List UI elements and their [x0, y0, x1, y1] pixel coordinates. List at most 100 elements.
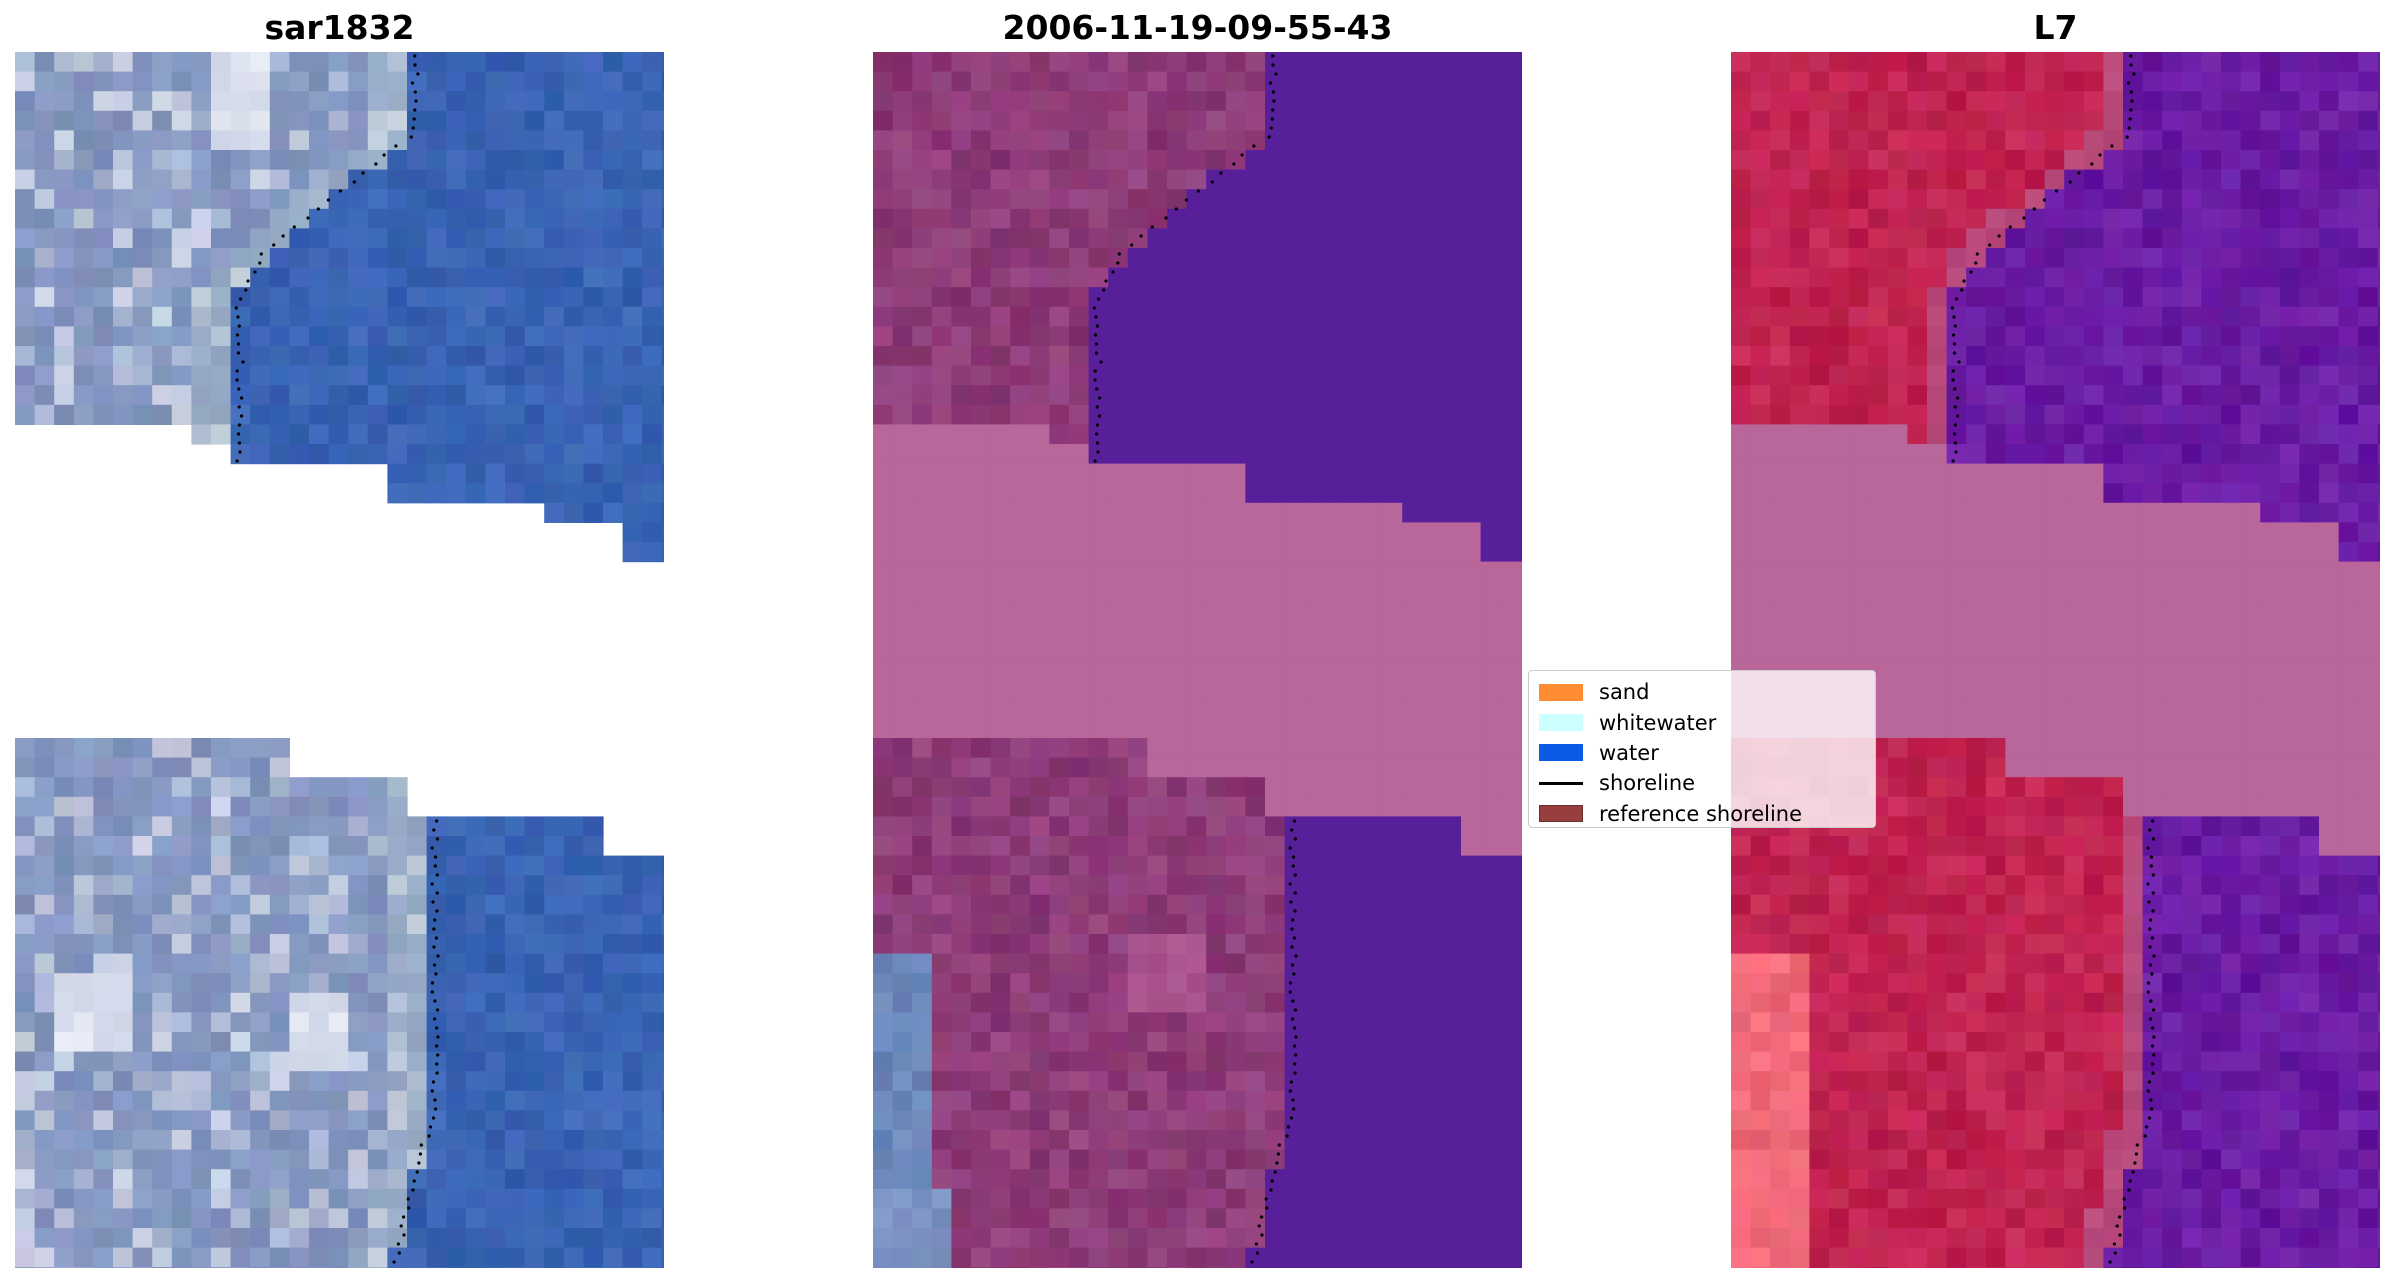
pixel: [1284, 659, 1305, 680]
shoreline-dot: [1271, 54, 1275, 58]
pixel: [2260, 620, 2281, 641]
pixel: [1304, 1247, 1325, 1268]
pixel: [2240, 189, 2261, 210]
pixel: [2319, 581, 2340, 602]
pixel: [1500, 1071, 1521, 1092]
pixel: [171, 777, 192, 798]
pixel: [1049, 875, 1070, 896]
pixel: [2025, 71, 2046, 92]
pixel: [2025, 502, 2046, 523]
pixel: [113, 150, 134, 171]
pixel: [250, 816, 271, 837]
pixel: [2123, 130, 2144, 151]
pixel: [34, 875, 55, 896]
pixel: [1461, 110, 1482, 131]
pixel: [1868, 52, 1889, 73]
pixel: [931, 640, 952, 661]
pixel: [1343, 346, 1364, 367]
pixel: [2279, 267, 2300, 288]
shoreline-dot: [1196, 189, 1200, 193]
pixel: [2162, 71, 2183, 92]
pixel: [1946, 365, 1967, 386]
pixel: [1887, 287, 1908, 308]
pixel: [603, 346, 624, 367]
pixel: [269, 326, 290, 347]
pixel: [73, 796, 94, 817]
pixel: [73, 894, 94, 915]
pixel: [73, 914, 94, 935]
pixel: [1985, 444, 2006, 465]
pixel: [1731, 483, 1752, 504]
pixel: [1304, 1267, 1325, 1268]
pixel: [15, 150, 36, 171]
pixel: [1186, 463, 1207, 484]
pixel: [1108, 1071, 1129, 1092]
pixel: [2358, 365, 2379, 386]
pixel: [289, 287, 310, 308]
pixel: [2005, 385, 2026, 406]
pixel: [1010, 757, 1031, 778]
pixel: [1304, 130, 1325, 151]
pixel: [990, 346, 1011, 367]
pixel: [603, 875, 624, 896]
pixel: [505, 1188, 526, 1209]
pixel: [1402, 738, 1423, 759]
pixel: [1966, 346, 1987, 367]
pixel: [1147, 228, 1168, 249]
pixel: [348, 934, 369, 955]
pixel: [1069, 287, 1090, 308]
pixel: [1887, 130, 1908, 151]
pixel: [951, 326, 972, 347]
pixel: [289, 1090, 310, 1111]
pixel: [1147, 346, 1168, 367]
pixel: [2044, 91, 2065, 112]
pixel: [309, 855, 330, 876]
pixel: [971, 1208, 992, 1229]
pixel: [1127, 679, 1148, 700]
pixel: [113, 169, 134, 190]
pixel: [54, 1032, 75, 1053]
pixel: [563, 169, 584, 190]
pixel: [1848, 346, 1869, 367]
pixel: [1088, 836, 1109, 857]
pixel: [1029, 679, 1050, 700]
pixel: [2358, 71, 2379, 92]
pixel: [485, 91, 506, 112]
pixel: [2377, 424, 2380, 445]
pixel: [1304, 620, 1325, 641]
pixel: [1186, 326, 1207, 347]
pixel: [1304, 1130, 1325, 1151]
pixel: [2358, 110, 2379, 131]
pixel: [603, 228, 624, 249]
pixel: [951, 894, 972, 915]
pixel: [1069, 816, 1090, 837]
pixel: [1500, 816, 1521, 837]
pixel: [1343, 679, 1364, 700]
pixel: [2201, 522, 2222, 543]
pixel: [1323, 346, 1344, 367]
pixel: [622, 953, 643, 974]
pixel: [622, 287, 643, 308]
shoreline-dot: [431, 1080, 435, 1084]
pixel: [1029, 208, 1050, 229]
pixel: [1480, 346, 1501, 367]
pixel: [642, 542, 663, 563]
pixel: [1323, 640, 1344, 661]
pixel: [1731, 52, 1752, 73]
pixel: [171, 1090, 192, 1111]
pixel: [1868, 502, 1889, 523]
pixel: [2377, 130, 2380, 151]
pixel: [2162, 640, 2183, 661]
pixel: [892, 1110, 913, 1131]
shoreline-dot: [1274, 72, 1278, 76]
pixel: [2123, 326, 2144, 347]
pixel: [1069, 502, 1090, 523]
pixel: [583, 1228, 604, 1249]
pixel: [1461, 738, 1482, 759]
pixel: [269, 91, 290, 112]
pixel: [1245, 404, 1266, 425]
pixel: [912, 522, 933, 543]
pixel: [873, 385, 894, 406]
pixel: [1049, 894, 1070, 915]
pixel: [1147, 208, 1168, 229]
